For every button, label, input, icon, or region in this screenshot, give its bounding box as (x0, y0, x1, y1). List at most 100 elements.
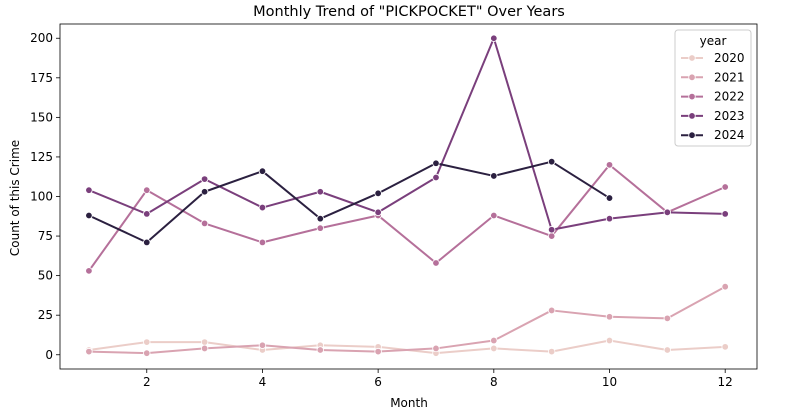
data-point (721, 283, 729, 291)
legend-item-2021: 2021 (681, 70, 745, 84)
legend-item-2022: 2022 (681, 90, 745, 104)
series-line-2021 (88, 285, 726, 355)
y-tick-label: 0 (45, 348, 53, 362)
data-point (143, 349, 151, 357)
data-point (143, 238, 151, 247)
legend-label: 2021 (714, 70, 745, 84)
y-axis-label: Count of this Crime (8, 140, 22, 256)
y-tick-label: 125 (30, 150, 53, 164)
data-point (258, 341, 267, 349)
y-tick-label: 150 (30, 110, 53, 124)
legend-marker (688, 73, 696, 81)
data-point (432, 344, 440, 353)
data-point (490, 172, 498, 180)
data-point (547, 306, 556, 315)
x-axis-label: Month (390, 396, 428, 410)
legend-label: 2022 (714, 90, 745, 104)
data-point (258, 203, 267, 212)
series-line-2022 (88, 163, 726, 272)
data-point (85, 211, 93, 220)
data-point (432, 259, 440, 267)
legend-marker (688, 54, 696, 62)
data-point (605, 336, 614, 345)
y-tick-label: 50 (38, 269, 53, 283)
data-point (605, 194, 614, 202)
data-point (721, 343, 729, 351)
x-tick-label: 6 (374, 375, 382, 389)
x-tick-label: 12 (718, 375, 733, 389)
data-point (547, 347, 556, 356)
data-point (316, 346, 324, 354)
legend-item-2023: 2023 (681, 109, 745, 123)
data-point (490, 336, 498, 345)
data-point (605, 214, 614, 223)
data-point (432, 159, 440, 167)
legend-marker (688, 112, 696, 120)
data-point (663, 208, 672, 217)
legend-item-2024: 2024 (681, 128, 745, 142)
data-point (490, 34, 498, 42)
data-point (374, 208, 382, 217)
data-point (547, 157, 556, 166)
chart-title: Monthly Trend of "PICKPOCKET" Over Years (253, 4, 565, 20)
legend-item-2020: 2020 (681, 51, 745, 65)
data-point (547, 232, 556, 240)
legend-items: 2020 2021 2022 2023 2024 (681, 51, 745, 142)
y-tick-label: 25 (38, 308, 53, 322)
legend-marker (688, 92, 696, 101)
y-tick-label: 175 (30, 71, 53, 85)
data-point (200, 344, 209, 353)
data-point (200, 175, 209, 183)
data-point (605, 161, 614, 169)
legend-label: 2023 (714, 109, 745, 123)
data-point (143, 210, 151, 218)
data-point (200, 338, 209, 346)
series-line-2023 (88, 37, 726, 231)
data-point (143, 338, 151, 346)
series-2022 (85, 161, 729, 275)
data-point (200, 219, 209, 228)
legend-title: year (700, 34, 727, 48)
data-point (721, 183, 729, 191)
data-point (490, 211, 498, 220)
x-tick-label: 4 (259, 375, 267, 389)
y-tick-label: 100 (30, 190, 53, 204)
data-point (721, 210, 729, 218)
data-point (85, 347, 93, 356)
data-point (374, 347, 382, 356)
series-2021 (85, 283, 729, 357)
x-ticks: 2 4 6 8 10 12 (143, 369, 733, 389)
series-line-2024 (88, 160, 611, 244)
data-point (605, 313, 614, 321)
data-point (258, 238, 267, 247)
data-point (374, 189, 382, 198)
series-line-2020 (88, 339, 726, 355)
legend-label: 2024 (714, 128, 745, 142)
data-point (547, 226, 556, 234)
series-2020 (85, 336, 729, 357)
data-point (316, 224, 324, 232)
y-tick-label: 200 (30, 31, 53, 45)
series-2023 (85, 34, 729, 234)
data-point (85, 186, 93, 194)
legend: year 2020 2021 2022 2023 2024 (674, 29, 752, 147)
legend-label: 2020 (714, 51, 745, 65)
y-ticks: 0 25 50 75 100 125 150 175 200 (30, 31, 60, 362)
y-tick-label: 75 (38, 229, 53, 243)
x-tick-label: 8 (490, 375, 498, 389)
data-point (663, 346, 672, 354)
data-point (85, 267, 93, 275)
data-point (258, 167, 267, 175)
data-point (200, 188, 209, 196)
series-2024 (85, 157, 614, 247)
data-point (316, 214, 324, 223)
data-point (432, 173, 440, 182)
data-point (490, 344, 498, 353)
plot-marks (85, 34, 729, 357)
data-point (316, 188, 324, 196)
data-point (143, 186, 151, 194)
x-tick-label: 10 (602, 375, 617, 389)
legend-marker (688, 131, 696, 139)
x-tick-label: 2 (143, 375, 151, 389)
